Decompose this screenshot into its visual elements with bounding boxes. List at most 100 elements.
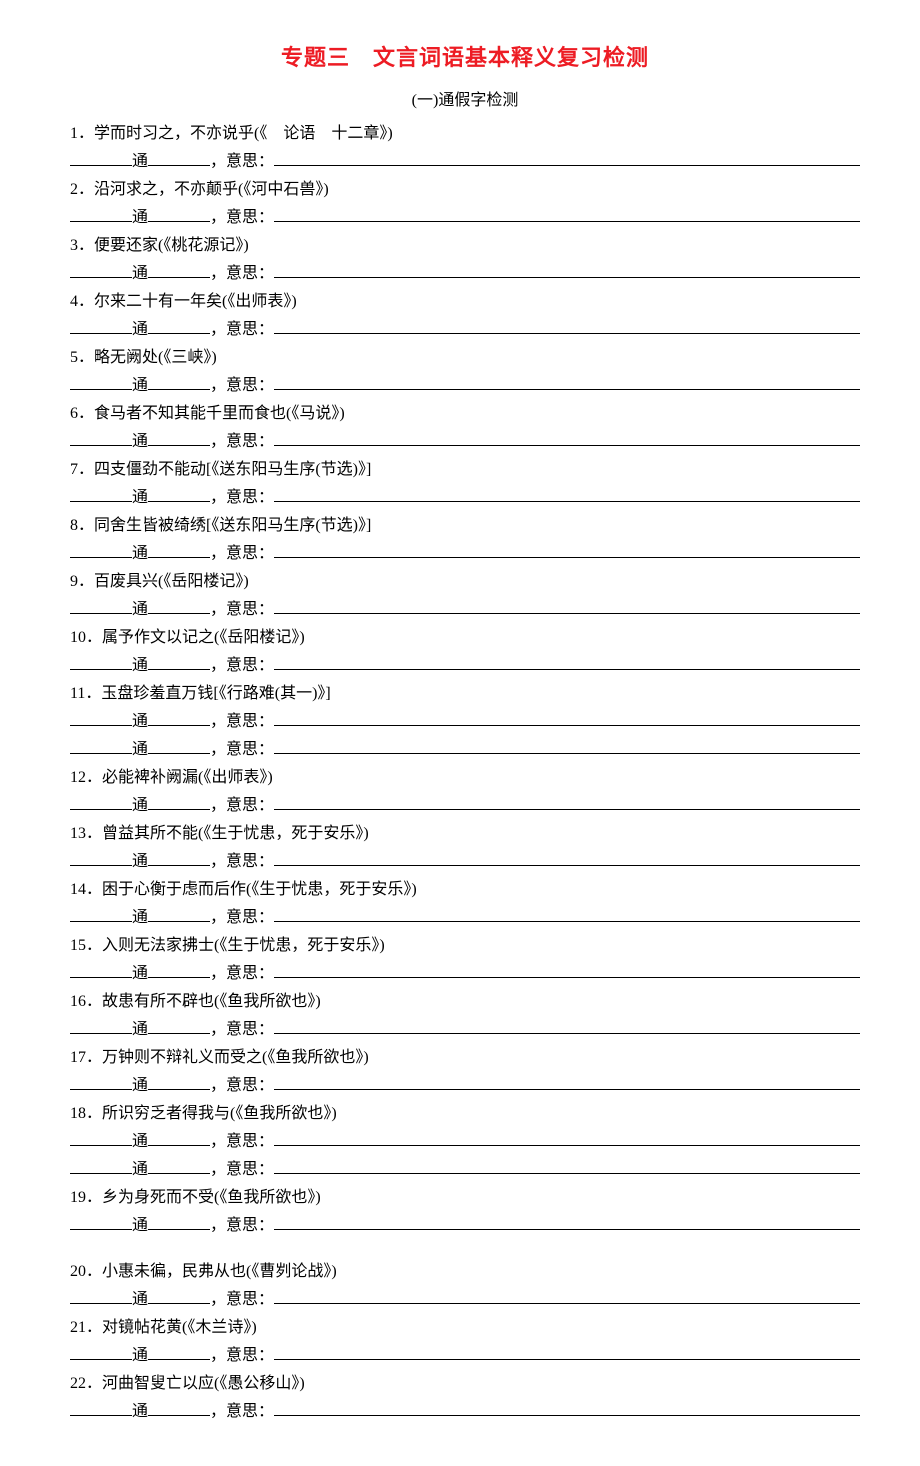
blank-field-long[interactable]: [274, 737, 860, 754]
blank-field-long[interactable]: [274, 261, 860, 278]
label-meaning: ，意思：: [210, 484, 274, 512]
blank-field[interactable]: [148, 1073, 210, 1090]
blank-field[interactable]: [70, 149, 132, 166]
blank-field[interactable]: [148, 1343, 210, 1360]
label-tong: 通: [132, 260, 148, 288]
blank-field-long[interactable]: [274, 485, 860, 502]
answer-line: 通，意思：: [70, 904, 860, 932]
label-meaning: ，意思：: [210, 1016, 274, 1044]
blank-field[interactable]: [70, 737, 132, 754]
blank-field[interactable]: [70, 709, 132, 726]
label-tong: 通: [132, 204, 148, 232]
blank-field[interactable]: [70, 373, 132, 390]
blank-field[interactable]: [70, 1399, 132, 1416]
blank-field[interactable]: [148, 317, 210, 334]
blank-field[interactable]: [70, 1343, 132, 1360]
label-meaning: ，意思：: [210, 372, 274, 400]
blank-field[interactable]: [148, 709, 210, 726]
blank-field[interactable]: [70, 1073, 132, 1090]
blank-field-long[interactable]: [274, 1343, 860, 1360]
blank-field[interactable]: [148, 961, 210, 978]
blank-field-long[interactable]: [274, 541, 860, 558]
blank-field[interactable]: [70, 261, 132, 278]
blank-field-long[interactable]: [274, 317, 860, 334]
blank-field-long[interactable]: [274, 429, 860, 446]
blank-field[interactable]: [70, 653, 132, 670]
blank-field[interactable]: [148, 1017, 210, 1034]
label-tong: 通: [132, 484, 148, 512]
blank-field[interactable]: [148, 1129, 210, 1146]
blank-field[interactable]: [148, 737, 210, 754]
label-meaning: ，意思：: [210, 1212, 274, 1240]
label-meaning: ，意思：: [210, 260, 274, 288]
blank-field[interactable]: [70, 317, 132, 334]
blank-field-long[interactable]: [274, 597, 860, 614]
blank-field[interactable]: [148, 653, 210, 670]
blank-field[interactable]: [148, 485, 210, 502]
blank-field-long[interactable]: [274, 1399, 860, 1416]
label-tong: 通: [132, 1016, 148, 1044]
question-text: 14．困于心衡于虑而后作(《生于忧患，死于安乐》): [70, 876, 860, 904]
blank-field[interactable]: [148, 149, 210, 166]
blank-field[interactable]: [70, 205, 132, 222]
blank-field[interactable]: [148, 1399, 210, 1416]
blank-field[interactable]: [70, 429, 132, 446]
blank-field-long[interactable]: [274, 1017, 860, 1034]
blank-field[interactable]: [70, 1287, 132, 1304]
blank-field-long[interactable]: [274, 373, 860, 390]
question-text: 16．故患有所不辟也(《鱼我所欲也》): [70, 988, 860, 1016]
blank-field[interactable]: [148, 849, 210, 866]
blank-field[interactable]: [148, 205, 210, 222]
label-tong: 通: [132, 1072, 148, 1100]
blank-field-long[interactable]: [274, 793, 860, 810]
label-meaning: ，意思：: [210, 1128, 274, 1156]
questions-list: 1．学而时习之，不亦说乎(《 论语 十二章》)通，意思：2．沿河求之，不亦颠乎(…: [70, 120, 860, 1426]
blank-field[interactable]: [70, 961, 132, 978]
blank-field-long[interactable]: [274, 1129, 860, 1146]
blank-field[interactable]: [148, 905, 210, 922]
question-text: 12．必能裨补阙漏(《出师表》): [70, 764, 860, 792]
blank-field-long[interactable]: [274, 1157, 860, 1174]
blank-field-long[interactable]: [274, 1213, 860, 1230]
label-meaning: ，意思：: [210, 960, 274, 988]
label-tong: 通: [132, 848, 148, 876]
blank-field[interactable]: [70, 849, 132, 866]
blank-field[interactable]: [148, 1287, 210, 1304]
blank-field-long[interactable]: [274, 205, 860, 222]
question-text: 21．对镜帖花黄(《木兰诗》): [70, 1314, 860, 1342]
blank-field[interactable]: [70, 905, 132, 922]
blank-field[interactable]: [70, 1129, 132, 1146]
blank-field[interactable]: [70, 597, 132, 614]
label-tong: 通: [132, 428, 148, 456]
blank-field[interactable]: [148, 261, 210, 278]
answer-line: 通，意思：: [70, 596, 860, 624]
blank-field[interactable]: [148, 373, 210, 390]
blank-field[interactable]: [148, 429, 210, 446]
question-text: 8．同舍生皆被绮绣[《送东阳马生序(节选)》]: [70, 512, 860, 540]
blank-field-long[interactable]: [274, 709, 860, 726]
blank-field[interactable]: [148, 541, 210, 558]
blank-field-long[interactable]: [274, 653, 860, 670]
blank-field-long[interactable]: [274, 1287, 860, 1304]
blank-field[interactable]: [70, 1157, 132, 1174]
question-text: 13．曾益其所不能(《生于忧患，死于安乐》): [70, 820, 860, 848]
blank-field-long[interactable]: [274, 905, 860, 922]
blank-field[interactable]: [70, 1017, 132, 1034]
blank-field[interactable]: [70, 541, 132, 558]
label-meaning: ，意思：: [210, 540, 274, 568]
blank-field-long[interactable]: [274, 149, 860, 166]
label-tong: 通: [132, 652, 148, 680]
blank-field[interactable]: [70, 793, 132, 810]
blank-field-long[interactable]: [274, 961, 860, 978]
blank-field[interactable]: [148, 597, 210, 614]
blank-field-long[interactable]: [274, 849, 860, 866]
blank-field[interactable]: [148, 793, 210, 810]
label-tong: 通: [132, 596, 148, 624]
blank-field-long[interactable]: [274, 1073, 860, 1090]
label-meaning: ，意思：: [210, 1286, 274, 1314]
answer-line: 通，意思：: [70, 736, 860, 764]
blank-field[interactable]: [70, 485, 132, 502]
blank-field[interactable]: [70, 1213, 132, 1230]
blank-field[interactable]: [148, 1213, 210, 1230]
blank-field[interactable]: [148, 1157, 210, 1174]
